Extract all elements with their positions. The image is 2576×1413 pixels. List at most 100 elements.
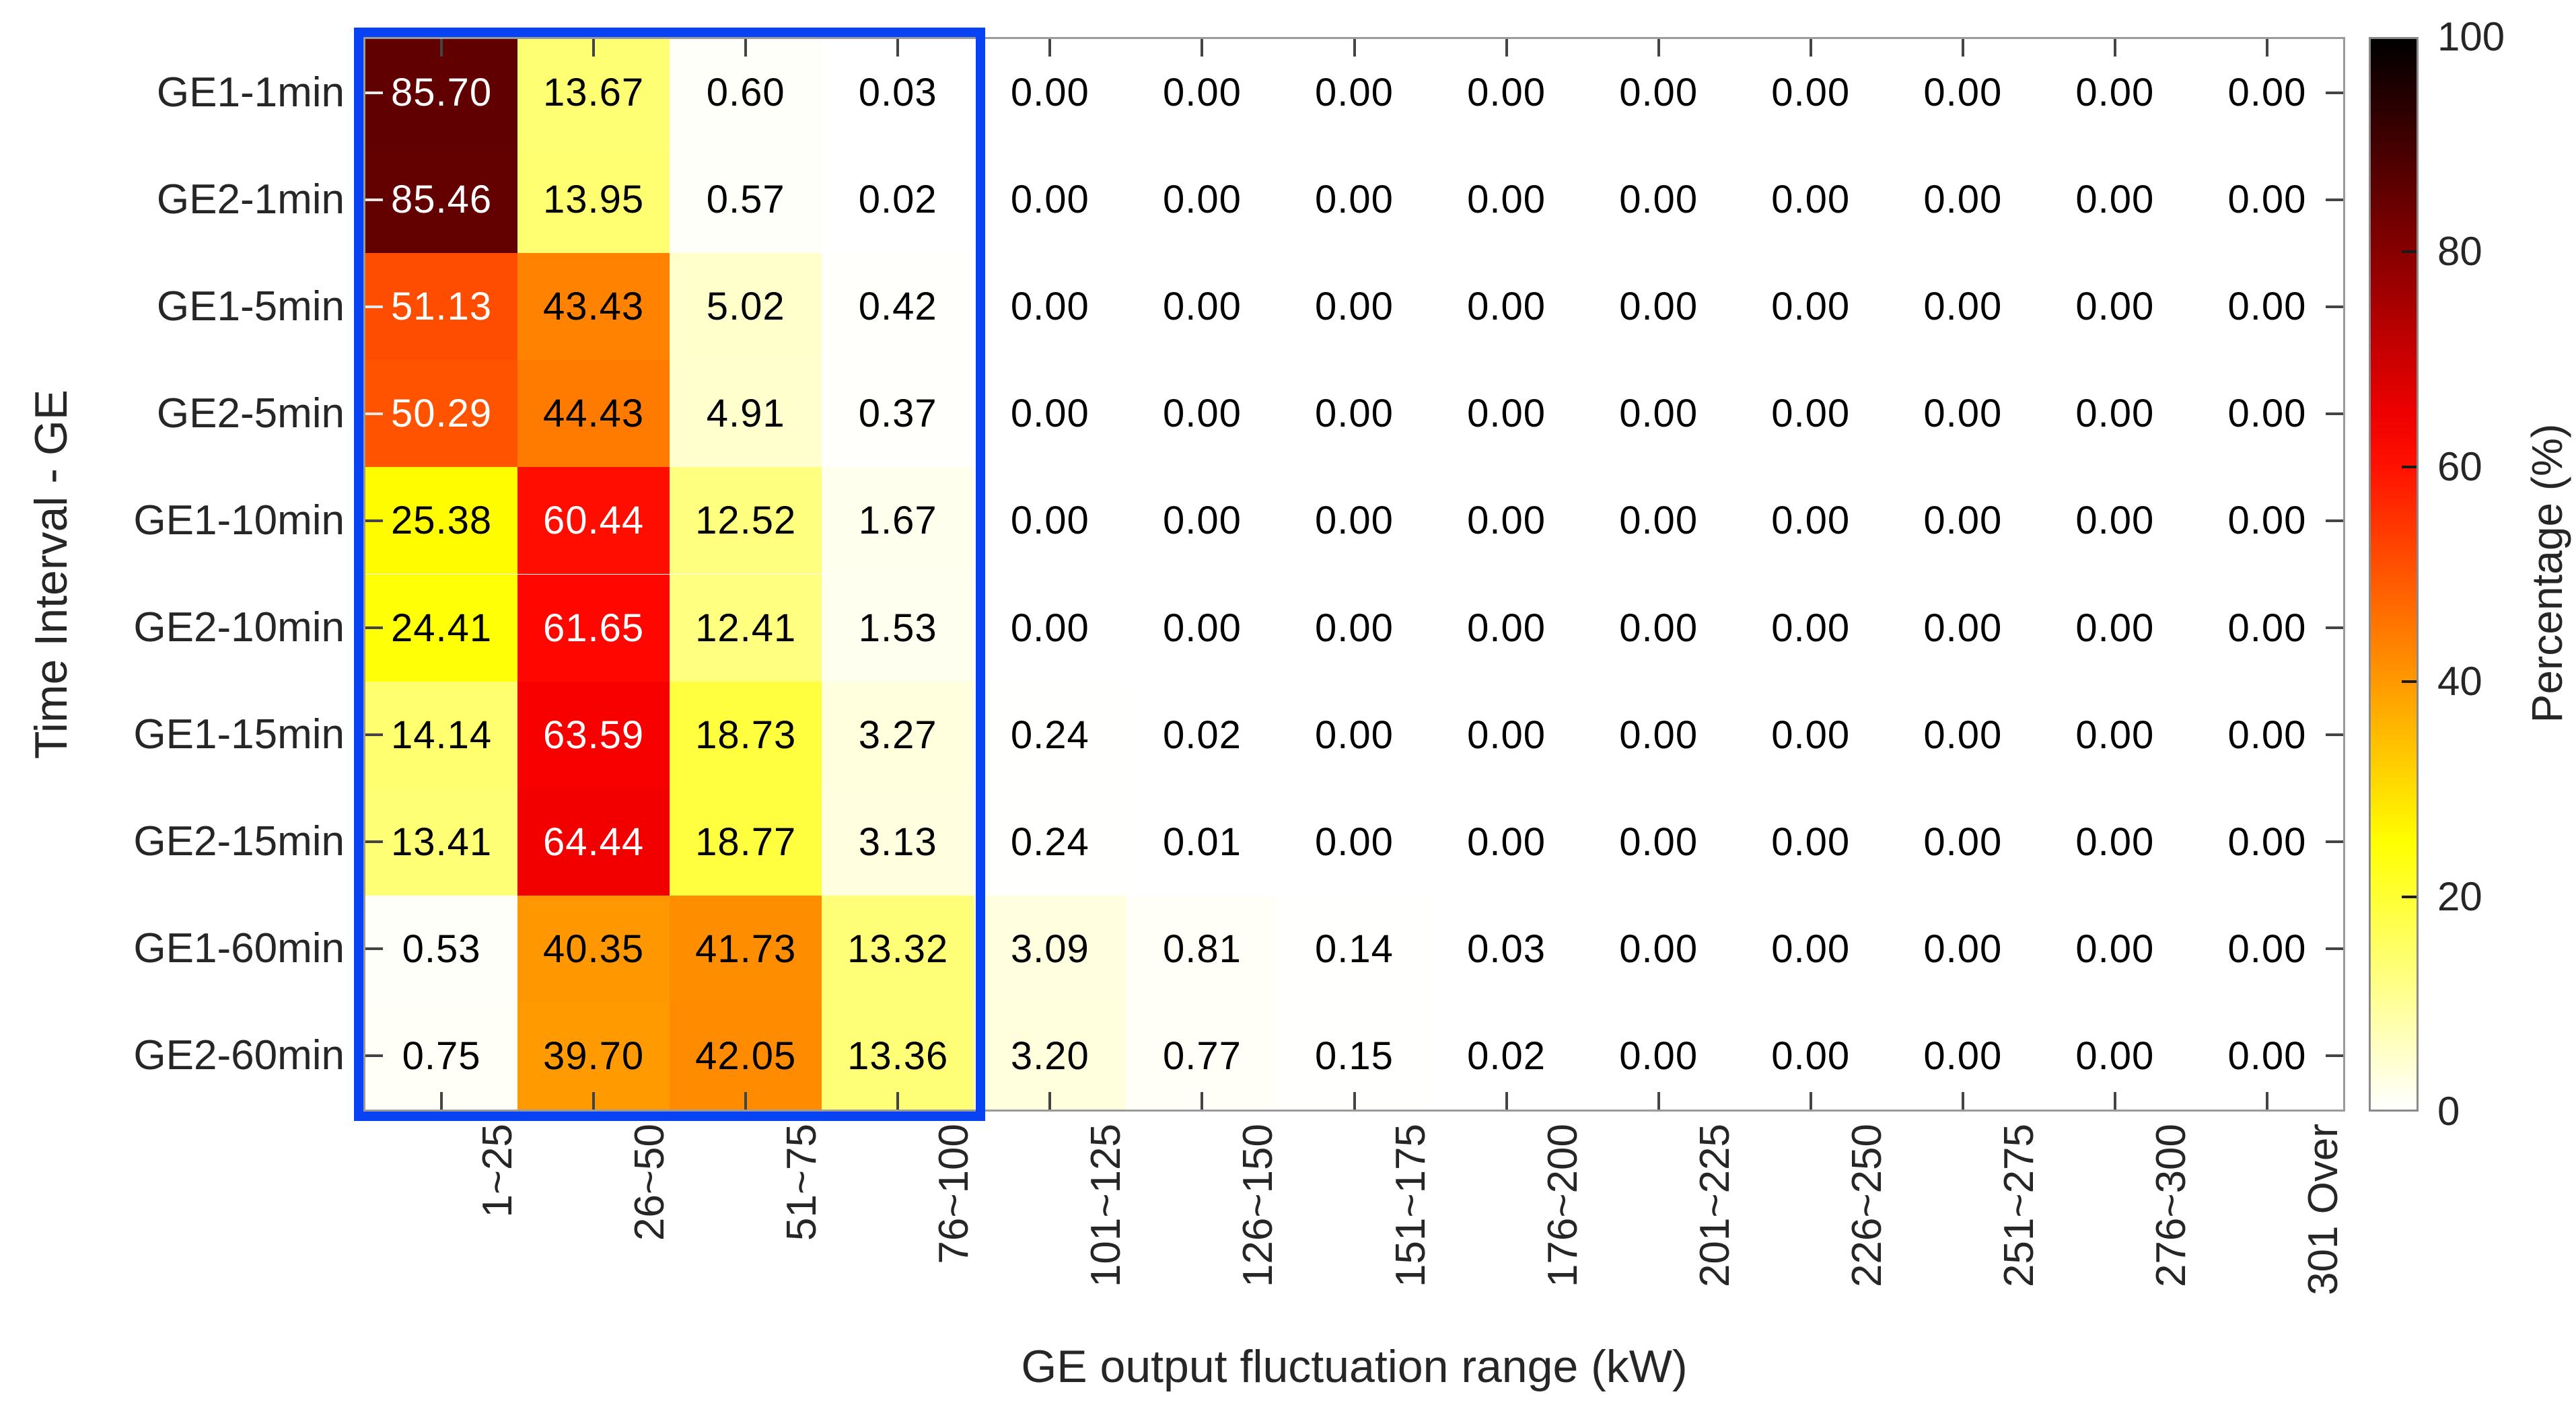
heatmap-cell: 44.43 [517, 360, 670, 468]
y-axis-tick-right [2326, 733, 2343, 737]
heatmap-cell: 0.02 [1430, 1002, 1583, 1110]
x-axis-tick-bottom [1657, 1092, 1660, 1110]
heatmap-cell: 0.00 [1126, 146, 1279, 254]
y-tick-label: GE1-1min [156, 69, 345, 116]
heatmap-cell: 0.00 [1278, 39, 1431, 147]
heatmap-cell: 0.53 [365, 895, 518, 1003]
colorbar-tick-label: 60 [2437, 443, 2482, 489]
colorbar-tick [2402, 895, 2417, 898]
heatmap-cell: 0.00 [1430, 360, 1583, 468]
x-axis-tick-bottom [440, 1092, 443, 1110]
heatmap-cell: 0.00 [1734, 895, 1887, 1003]
heatmap-cell: 0.00 [2038, 39, 2191, 147]
heatmap-cell: 0.00 [2190, 681, 2343, 789]
heatmap-cell: 0.00 [974, 360, 1126, 468]
heatmap-cell: 0.00 [2038, 360, 2191, 468]
heatmap-cell: 0.00 [2190, 467, 2343, 575]
y-axis-tick-right [2326, 412, 2343, 415]
x-axis-tick-top [1657, 39, 1660, 57]
heatmap-cell: 18.77 [670, 788, 822, 896]
x-axis-tick-bottom [2113, 1092, 2116, 1110]
heatmap-cell: 0.00 [1582, 574, 1735, 682]
heatmap-cell: 0.00 [1278, 467, 1431, 575]
heatmap-cell: 0.24 [974, 788, 1126, 896]
y-axis-tick-right [2326, 519, 2343, 522]
y-tick-label: GE1-60min [133, 925, 345, 972]
heatmap-cell: 0.00 [1582, 1002, 1735, 1110]
x-tick-label: 201~225 [1691, 1124, 1738, 1288]
x-axis-tick-bottom [1353, 1092, 1356, 1110]
heatmap-cell: 13.36 [822, 1002, 974, 1110]
x-axis-title: GE output fluctuation range (kW) [1021, 1341, 1688, 1392]
heatmap-cell: 0.00 [1582, 253, 1735, 361]
heatmap-cell: 41.73 [670, 895, 822, 1003]
heatmap-cell: 0.00 [1430, 681, 1583, 789]
y-axis-tick-left [365, 412, 383, 415]
heatmap-cell: 0.00 [1582, 467, 1735, 575]
x-axis-tick-bottom [1201, 1092, 1204, 1110]
heatmap-cell: 12.52 [670, 467, 822, 575]
heatmap-cell: 0.00 [1430, 253, 1583, 361]
colorbar-tick-label: 40 [2437, 659, 2482, 704]
heatmap-cell: 0.02 [822, 146, 974, 254]
y-axis-tick-left [365, 733, 383, 737]
heatmap-cell: 0.00 [2038, 1002, 2191, 1110]
y-axis-tick-right [2326, 91, 2343, 94]
heatmap-cell: 0.00 [1430, 788, 1583, 896]
y-axis-tick-left [365, 305, 383, 308]
heatmap-cell: 0.00 [1886, 895, 2039, 1003]
heatmap-cell: 0.00 [1278, 574, 1431, 682]
heatmap-cell: 0.00 [1126, 253, 1279, 361]
heatmap-cell: 13.95 [517, 146, 670, 254]
colorbar-tick-label: 20 [2437, 873, 2482, 919]
heatmap-cell: 0.03 [1430, 895, 1583, 1003]
colorbar-tick [2402, 250, 2417, 254]
heatmap-cell: 18.73 [670, 681, 822, 789]
heatmap-plot-area: 85.70 13.67 0.60 0.03 0.00 0.00 0.00 0.00 0.00 0.… [363, 37, 2345, 1112]
colorbar-tick [2402, 680, 2417, 684]
heatmap-cell: 0.00 [1734, 253, 1887, 361]
heatmap-cell: 0.00 [1886, 574, 2039, 682]
heatmap-cell: 0.00 [1126, 467, 1279, 575]
heatmap-cell: 0.00 [1582, 39, 1735, 147]
heatmap-cell: 0.00 [1734, 467, 1887, 575]
heatmap-cell: 0.00 [974, 467, 1126, 575]
heatmap-cell: 0.00 [974, 253, 1126, 361]
y-tick-label: GE2-1min [156, 176, 345, 223]
heatmap-cell: 0.00 [1278, 681, 1431, 789]
heatmap-cell: 43.43 [517, 253, 670, 361]
heatmap-cell: 60.44 [517, 467, 670, 575]
heatmap-cell: 0.00 [1126, 360, 1279, 468]
heatmap-cell: 0.00 [2190, 1002, 2343, 1110]
x-tick-label: 51~75 [779, 1124, 826, 1241]
colorbar-title: Percentage (%) [2523, 423, 2571, 723]
y-axis-tick-left [365, 91, 383, 94]
y-tick-label: GE1-5min [156, 283, 345, 330]
x-tick-label: 26~50 [627, 1124, 674, 1241]
heatmap-cell: 0.00 [1582, 146, 1735, 254]
x-axis-tick-bottom [1048, 1092, 1052, 1110]
heatmap-cell: 0.00 [1886, 1002, 2039, 1110]
heatmap-cell: 0.00 [1278, 146, 1431, 254]
x-axis-tick-top [744, 39, 748, 57]
heatmap-cell: 0.00 [1430, 39, 1583, 147]
heatmap-cell: 0.00 [1430, 574, 1583, 682]
x-tick-label: 101~125 [1083, 1124, 1130, 1288]
heatmap-cell: 0.00 [1126, 574, 1279, 682]
heatmap-cell: 0.00 [2190, 895, 2343, 1003]
x-tick-label: 226~250 [1843, 1124, 1890, 1288]
heatmap-cell: 0.00 [1734, 788, 1887, 896]
heatmap-cell: 0.00 [2190, 253, 2343, 361]
y-tick-label: GE1-10min [133, 497, 345, 544]
heatmap-cell: 0.00 [1734, 360, 1887, 468]
y-axis-tick-left [365, 1054, 383, 1058]
y-axis-tick-right [2326, 1054, 2343, 1058]
x-axis-tick-top [2265, 39, 2268, 57]
colorbar [2369, 37, 2419, 1112]
heatmap-cell: 0.42 [822, 253, 974, 361]
heatmap-cell: 12.41 [670, 574, 822, 682]
heatmap-cell: 0.00 [1886, 39, 2039, 147]
x-axis-tick-bottom [1809, 1092, 1812, 1110]
heatmap-cell: 14.14 [365, 681, 518, 789]
